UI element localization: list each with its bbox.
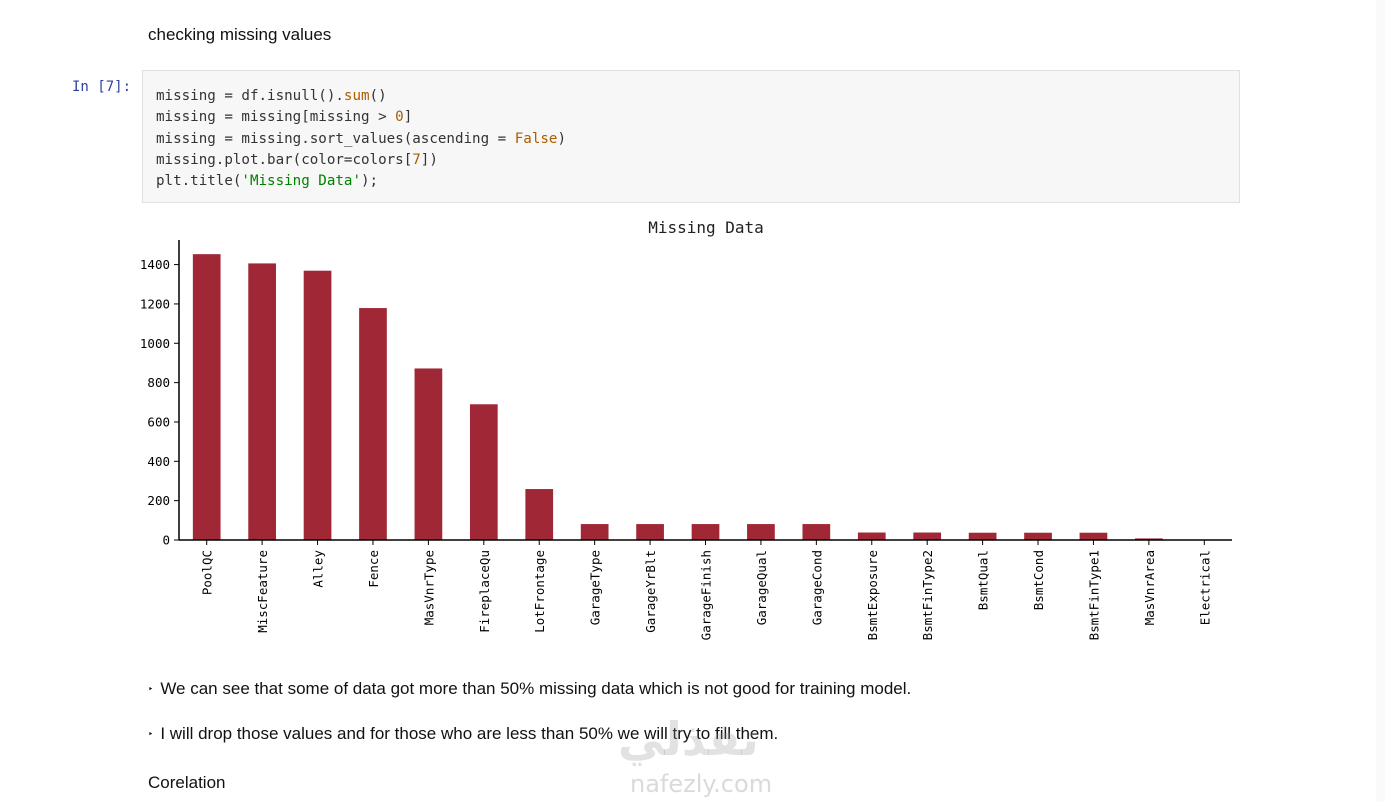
x-tick-label: MasVnrType <box>421 550 436 625</box>
bullet-item-1: ‣ We can see that some of data got more t… <box>148 679 911 699</box>
bar-BsmtExposure <box>857 532 886 540</box>
bar-GarageFinish <box>691 524 720 540</box>
y-tick-label: 1000 <box>140 336 170 351</box>
code-token: ); <box>361 173 379 190</box>
bar-GarageType <box>580 524 609 540</box>
bar-GarageCond <box>802 524 831 540</box>
x-tick-label: GarageQual <box>754 550 769 625</box>
code-token: 'Missing Data' <box>241 173 362 190</box>
x-tick-label: GarageCond <box>809 550 824 625</box>
y-tick-label: 1200 <box>140 296 170 311</box>
watermark-latin-text: nafezly.com <box>630 770 773 798</box>
bar-LotFrontage <box>525 489 554 540</box>
x-tick-label: GarageType <box>588 550 603 625</box>
bars-group <box>192 254 1219 541</box>
x-tick-label: BsmtFinType2 <box>920 550 935 640</box>
x-tick-label: PoolQC <box>200 550 215 595</box>
bar-GarageQual <box>747 524 775 540</box>
bar-Fence <box>359 308 387 540</box>
code-line: missing = missing[missing > 0] <box>156 107 566 128</box>
y-axis: 0 200 400 600 800 1000 1200 1400 <box>140 240 180 548</box>
y-tick-label: 400 <box>147 454 170 469</box>
code-token: ] <box>403 109 413 126</box>
x-tick-label: FireplaceQu <box>477 550 492 633</box>
x-tick-label: GarageFinish <box>699 550 714 640</box>
x-tick-label: MiscFeature <box>255 550 270 633</box>
code-token: missing = missing.sort_values(ascending … <box>156 130 515 147</box>
x-tick-label: BsmtFinType1 <box>1086 550 1101 640</box>
code-token: plt.title( <box>156 173 242 190</box>
x-tick-label: Electrical <box>1197 550 1212 625</box>
code-line: missing.plot.bar(color=colors[7]) <box>156 150 566 171</box>
bar-MasVnrType <box>414 368 443 540</box>
bar-BsmtFinType2 <box>913 532 942 540</box>
code-token: ) <box>557 130 567 147</box>
code-token: sum <box>343 88 370 104</box>
x-tick-label: Fence <box>366 550 381 588</box>
y-tick-label: 600 <box>147 414 170 429</box>
bar-GarageYrBlt <box>636 524 664 540</box>
markdown-heading-corelation: Corelation <box>148 773 226 792</box>
x-tick-label: BsmtQual <box>976 550 991 610</box>
x-tick-label: Alley <box>311 550 326 588</box>
bar-PoolQC <box>192 254 221 540</box>
code-token: missing = df.isnull(). <box>156 88 344 104</box>
bullet-item-2: ‣ I will drop those values and for those … <box>148 724 778 744</box>
x-tick-label: BsmtCond <box>1031 550 1046 610</box>
code-line: plt.title('Missing Data'); <box>156 171 566 192</box>
cell-prompt: In [7]: <box>72 79 132 95</box>
bullet-text: I will drop those values and for those w… <box>160 724 779 743</box>
bar-BsmtFinType1 <box>1079 532 1108 540</box>
x-tick-label: LotFrontage <box>532 550 547 633</box>
x-tick-label: BsmtExposure <box>865 550 880 640</box>
x-tick-label: MasVnrArea <box>1142 550 1157 625</box>
bar-MasVnrArea <box>1135 538 1163 540</box>
bullet-marker-icon: ‣ <box>148 684 154 694</box>
bullet-text: We can see that some of data got more th… <box>160 679 912 698</box>
bar-BsmtQual <box>968 532 997 540</box>
bullet-marker-icon: ‣ <box>148 729 154 739</box>
code-token: () <box>369 88 387 104</box>
y-tick-label: 200 <box>147 493 170 508</box>
code-token: missing.plot.bar(color=colors[ <box>156 151 413 168</box>
x-axis: PoolQC MiscFeature Alley Fence MasVnrType Fir… <box>179 539 1232 640</box>
chart-title: Missing Data <box>648 218 764 237</box>
bar-Alley <box>303 270 332 540</box>
markdown-heading-missing-values: checking missing values <box>148 25 332 44</box>
code-token: missing = missing[missing > <box>156 109 396 126</box>
bar-BsmtCond <box>1024 532 1052 540</box>
y-tick-label: 0 <box>162 533 170 548</box>
missing-data-bar-chart: Missing Data 0 200 400 600 800 1000 1200 1400 P… <box>140 218 1232 640</box>
bar-FireplaceQu <box>469 404 498 540</box>
code-editor[interactable]: missing = df.isnull().sum() missing = mis… <box>156 86 566 192</box>
code-token: 0 <box>395 109 404 126</box>
y-tick-label: 800 <box>147 375 170 390</box>
code-token: ]) <box>420 151 438 168</box>
code-token: 7 <box>412 151 421 168</box>
code-token: False <box>514 130 558 147</box>
code-line: missing = missing.sort_values(ascending … <box>156 129 566 150</box>
code-cell[interactable]: missing = df.isnull().sum() missing = mis… <box>142 70 1240 203</box>
y-tick-label: 1400 <box>140 257 170 272</box>
bar-MiscFeature <box>248 263 276 540</box>
page-scrollbar[interactable] <box>1376 0 1385 802</box>
x-tick-label: GarageYrBlt <box>643 550 658 633</box>
code-line: missing = df.isnull().sum() <box>156 86 566 107</box>
